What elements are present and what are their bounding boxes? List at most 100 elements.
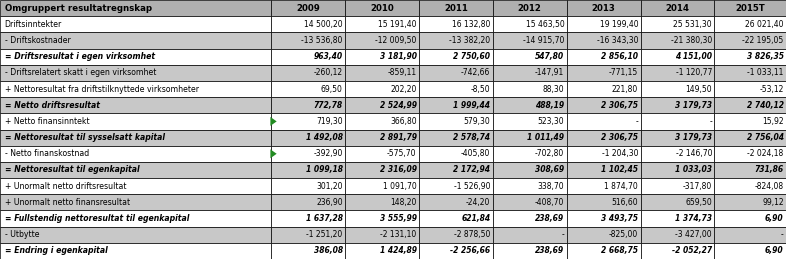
Bar — [345, 146, 419, 162]
Bar — [641, 16, 714, 32]
Bar — [493, 113, 567, 130]
Bar — [641, 81, 714, 97]
Bar — [419, 210, 493, 227]
Text: -13 536,80: -13 536,80 — [301, 36, 343, 45]
Bar — [271, 32, 345, 49]
Text: -2 052,27: -2 052,27 — [672, 246, 712, 255]
Bar — [419, 194, 493, 210]
Text: 2 750,60: 2 750,60 — [454, 52, 490, 61]
Text: 2 756,04: 2 756,04 — [747, 133, 784, 142]
Bar — [345, 16, 419, 32]
Text: -: - — [710, 117, 712, 126]
Bar — [0, 178, 271, 194]
Bar — [271, 210, 345, 227]
Bar — [271, 130, 345, 146]
Text: 2 668,75: 2 668,75 — [601, 246, 638, 255]
Text: 3 826,35: 3 826,35 — [747, 52, 784, 61]
Text: 1 099,18: 1 099,18 — [306, 166, 343, 175]
Bar — [714, 0, 786, 16]
Bar — [567, 227, 641, 243]
Text: 366,80: 366,80 — [390, 117, 417, 126]
Text: 2009: 2009 — [296, 4, 320, 13]
Bar — [567, 32, 641, 49]
Text: Driftsinntekter: Driftsinntekter — [5, 20, 62, 29]
Polygon shape — [270, 117, 277, 126]
Text: Omgruppert resultatregnskap: Omgruppert resultatregnskap — [5, 4, 152, 13]
Bar — [345, 178, 419, 194]
Text: 2 856,10: 2 856,10 — [601, 52, 638, 61]
Text: 772,78: 772,78 — [314, 101, 343, 110]
Text: = Nettoresultat til sysselsatt kapital: = Nettoresultat til sysselsatt kapital — [5, 133, 165, 142]
Text: 516,60: 516,60 — [612, 198, 638, 207]
Text: 16 132,80: 16 132,80 — [452, 20, 490, 29]
Bar — [641, 130, 714, 146]
Text: -825,00: -825,00 — [609, 230, 638, 239]
Text: 25 531,30: 25 531,30 — [674, 20, 712, 29]
Text: 1 874,70: 1 874,70 — [604, 182, 638, 191]
Bar — [641, 0, 714, 16]
Bar — [419, 0, 493, 16]
Bar — [419, 146, 493, 162]
Bar — [271, 49, 345, 65]
Bar — [345, 49, 419, 65]
Bar — [714, 32, 786, 49]
Text: 731,86: 731,86 — [755, 166, 784, 175]
Bar — [641, 210, 714, 227]
Text: 2 316,09: 2 316,09 — [380, 166, 417, 175]
Bar — [419, 81, 493, 97]
Text: 2 578,74: 2 578,74 — [454, 133, 490, 142]
Bar — [714, 162, 786, 178]
Text: -24,20: -24,20 — [466, 198, 490, 207]
Text: 148,20: 148,20 — [390, 198, 417, 207]
Bar — [641, 178, 714, 194]
Bar — [419, 227, 493, 243]
Bar — [567, 194, 641, 210]
Bar — [0, 16, 271, 32]
Text: 6,90: 6,90 — [765, 246, 784, 255]
Text: -392,90: -392,90 — [314, 149, 343, 158]
Bar — [493, 0, 567, 16]
Text: 149,50: 149,50 — [685, 84, 712, 93]
Text: 2013: 2013 — [592, 4, 615, 13]
Bar — [271, 162, 345, 178]
Bar — [493, 210, 567, 227]
Text: 15 191,40: 15 191,40 — [378, 20, 417, 29]
Text: 2010: 2010 — [370, 4, 394, 13]
Text: 2 306,75: 2 306,75 — [601, 101, 638, 110]
Text: - Utbytte: - Utbytte — [5, 230, 39, 239]
Text: 1 637,28: 1 637,28 — [306, 214, 343, 223]
Bar — [419, 16, 493, 32]
Text: 1 492,08: 1 492,08 — [306, 133, 343, 142]
Text: 1 424,89: 1 424,89 — [380, 246, 417, 255]
Bar — [0, 113, 271, 130]
Text: -1 526,90: -1 526,90 — [454, 182, 490, 191]
Bar — [345, 243, 419, 259]
Text: 1 999,44: 1 999,44 — [454, 101, 490, 110]
Bar — [714, 243, 786, 259]
Text: + Unormalt netto finansresultat: + Unormalt netto finansresultat — [5, 198, 130, 207]
Text: -2 024,18: -2 024,18 — [747, 149, 784, 158]
Text: 238,69: 238,69 — [535, 214, 564, 223]
Text: -317,80: -317,80 — [683, 182, 712, 191]
Text: 2 172,94: 2 172,94 — [454, 166, 490, 175]
Text: -260,12: -260,12 — [314, 68, 343, 77]
Bar — [345, 113, 419, 130]
Bar — [345, 0, 419, 16]
Text: 2014: 2014 — [666, 4, 689, 13]
Bar — [493, 146, 567, 162]
Bar — [714, 16, 786, 32]
Bar — [271, 65, 345, 81]
Bar — [714, 81, 786, 97]
Bar — [641, 243, 714, 259]
Bar — [641, 32, 714, 49]
Bar — [419, 32, 493, 49]
Text: 523,30: 523,30 — [538, 117, 564, 126]
Bar — [345, 210, 419, 227]
Bar — [0, 146, 271, 162]
Text: 2015T: 2015T — [736, 4, 765, 13]
Text: 1 011,49: 1 011,49 — [527, 133, 564, 142]
Bar — [345, 194, 419, 210]
Text: -1 204,30: -1 204,30 — [602, 149, 638, 158]
Bar — [0, 227, 271, 243]
Bar — [567, 0, 641, 16]
